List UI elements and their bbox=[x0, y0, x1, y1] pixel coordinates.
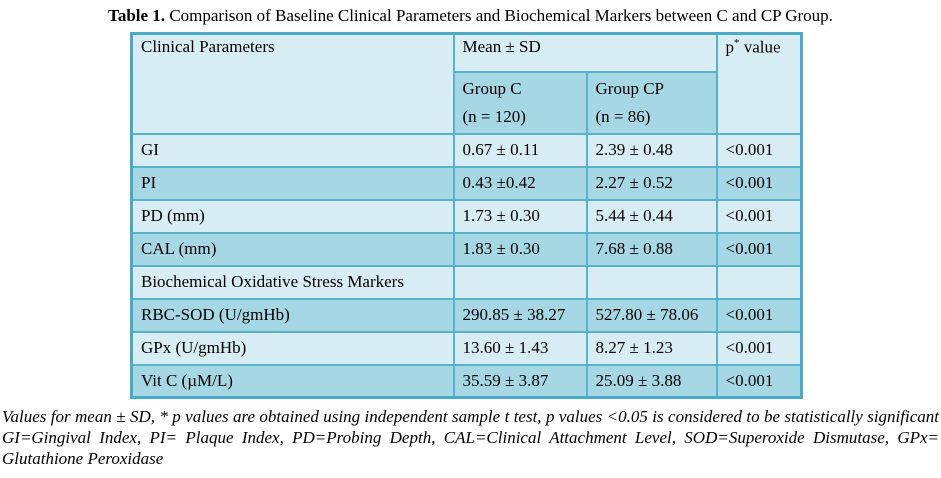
group-c-cell bbox=[452, 264, 588, 300]
group-c-cell: 1.73 ± 0.30 bbox=[452, 198, 588, 234]
param-cell: GPx (U/gmHb) bbox=[130, 330, 455, 366]
table-row-gi: GI 0.67 ± 0.11 2.39 ± 0.48 <0.001 bbox=[130, 132, 803, 168]
clinical-parameters-table: Clinical Parameters Mean ± SD p* value G… bbox=[130, 32, 803, 399]
p-value-cell: <0.001 bbox=[715, 165, 803, 201]
group-cp-cell: 7.68 ± 0.88 bbox=[585, 231, 718, 267]
param-cell: PI bbox=[130, 165, 455, 201]
group-cp-name: Group CP bbox=[595, 78, 664, 98]
subheader-group-c: Group C (n = 120) bbox=[452, 70, 588, 135]
group-cp-cell: 527.80 ± 78.06 bbox=[585, 297, 718, 333]
group-c-n: (n = 120) bbox=[462, 106, 526, 126]
group-c-cell: 0.43 ±0.42 bbox=[452, 165, 588, 201]
table-row-vit-c: Vit C (µM/L) 35.59 ± 3.87 25.09 ± 3.88 <… bbox=[130, 363, 803, 399]
p-value-cell: <0.001 bbox=[715, 132, 803, 168]
table-caption-label: Table 1. bbox=[108, 6, 166, 25]
header-p-value: p* value bbox=[715, 32, 803, 135]
param-cell: Vit C (µM/L) bbox=[130, 363, 455, 399]
table-row-cal: CAL (mm) 1.83 ± 0.30 7.68 ± 0.88 <0.001 bbox=[130, 231, 803, 267]
header-mean-sd: Mean ± SD bbox=[452, 32, 718, 73]
p-value-cell bbox=[715, 264, 803, 300]
group-c-cell: 0.67 ± 0.11 bbox=[452, 132, 588, 168]
group-cp-cell bbox=[585, 264, 718, 300]
table-row-pi: PI 0.43 ±0.42 2.27 ± 0.52 <0.001 bbox=[130, 165, 803, 201]
header-row: Clinical Parameters Mean ± SD p* value bbox=[130, 32, 803, 135]
param-cell: PD (mm) bbox=[130, 198, 455, 234]
table-caption: Table 1. Comparison of Baseline Clinical… bbox=[0, 0, 941, 26]
p-value-asterisk: * bbox=[734, 37, 740, 49]
group-c-cell: 35.59 ± 3.87 bbox=[452, 363, 588, 399]
table-row-pd: PD (mm) 1.73 ± 0.30 5.44 ± 0.44 <0.001 bbox=[130, 198, 803, 234]
param-cell: CAL (mm) bbox=[130, 231, 455, 267]
param-cell: GI bbox=[130, 132, 455, 168]
group-c-cell: 290.85 ± 38.27 bbox=[452, 297, 588, 333]
table-caption-text: Comparison of Baseline Clinical Paramete… bbox=[169, 6, 833, 25]
group-cp-cell: 2.27 ± 0.52 bbox=[585, 165, 718, 201]
param-cell: RBC-SOD (U/gmHb) bbox=[130, 297, 455, 333]
p-value-cell: <0.001 bbox=[715, 297, 803, 333]
group-c-cell: 1.83 ± 0.30 bbox=[452, 231, 588, 267]
group-cp-n: (n = 86) bbox=[595, 106, 651, 126]
group-cp-cell: 8.27 ± 1.23 bbox=[585, 330, 718, 366]
p-value-cell: <0.001 bbox=[715, 330, 803, 366]
subheader-row: Group C (n = 120) Group CP (n = 86) bbox=[132, 70, 802, 135]
table-footnote: Values for mean ± SD, * p values are obt… bbox=[2, 407, 939, 468]
header-clinical-parameters: Clinical Parameters bbox=[130, 32, 455, 135]
group-cp-cell: 2.39 ± 0.48 bbox=[585, 132, 718, 168]
table-row-rbc-sod: RBC-SOD (U/gmHb) 290.85 ± 38.27 527.80 ±… bbox=[130, 297, 803, 333]
table-row-section-biochemical: Biochemical Oxidative Stress Markers bbox=[130, 264, 803, 300]
p-value-cell: <0.001 bbox=[715, 363, 803, 399]
p-value-base: p bbox=[725, 37, 735, 57]
p-value-cell: <0.001 bbox=[715, 198, 803, 234]
group-c-name: Group C bbox=[462, 78, 522, 98]
group-cp-cell: 5.44 ± 0.44 bbox=[585, 198, 718, 234]
group-c-cell: 13.60 ± 1.43 bbox=[452, 330, 588, 366]
p-value-cell: <0.001 bbox=[715, 231, 803, 267]
group-cp-cell: 25.09 ± 3.88 bbox=[585, 363, 718, 399]
section-header-cell: Biochemical Oxidative Stress Markers bbox=[130, 264, 455, 300]
table-row-gpx: GPx (U/gmHb) 13.60 ± 1.43 8.27 ± 1.23 <0… bbox=[130, 330, 803, 366]
subheader-group-cp: Group CP (n = 86) bbox=[585, 70, 718, 135]
p-value-rest: value bbox=[743, 37, 781, 57]
